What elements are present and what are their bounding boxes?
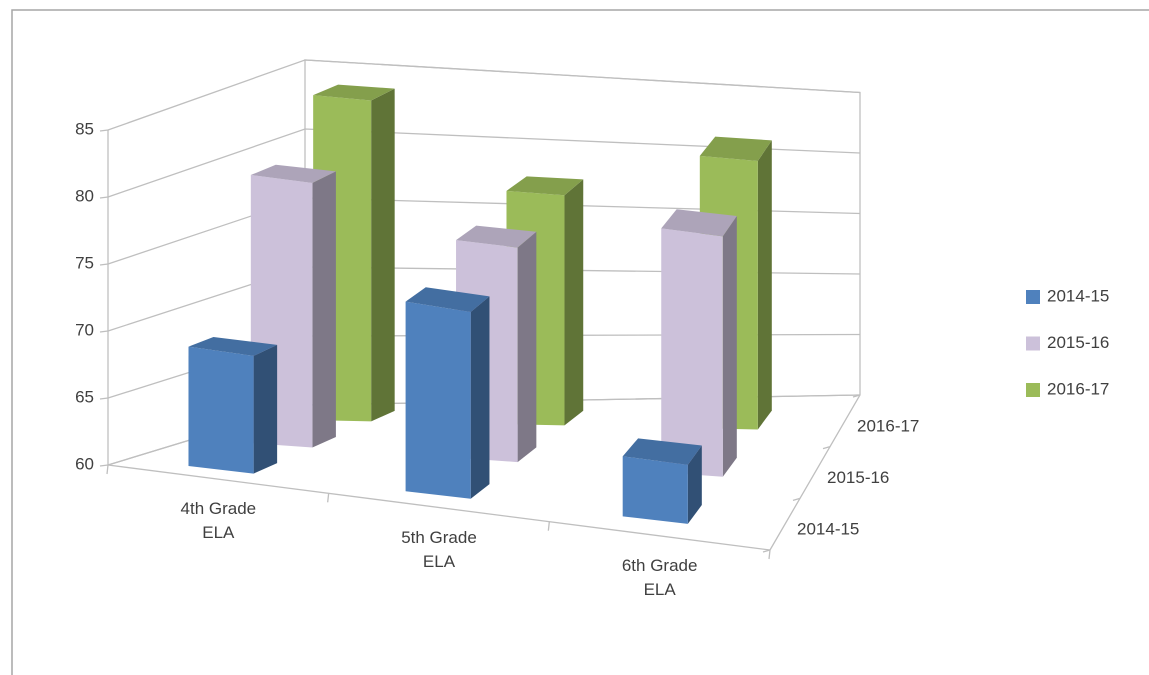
depth-tick (762, 549, 771, 553)
depth-tick (822, 446, 831, 450)
bar-side (517, 231, 537, 463)
depth-tick (852, 394, 861, 398)
depth-tick-label: 2016-17 (857, 416, 919, 435)
bar-side (564, 179, 584, 426)
bar-top (250, 164, 336, 184)
depth-tick-label: 2015-16 (827, 468, 889, 487)
bar (661, 209, 737, 477)
bar-top (661, 209, 737, 237)
bar-top (506, 176, 584, 196)
floor-front (107, 464, 771, 551)
legend-label: 2014-15 (1047, 286, 1109, 305)
bar-side (312, 171, 336, 448)
bar (405, 287, 490, 499)
grid-line (107, 59, 861, 131)
y-tick-label: 75 (75, 253, 94, 272)
bar-top (313, 84, 395, 101)
bar (622, 438, 702, 524)
y-tick (99, 464, 109, 467)
y-tick-label: 70 (75, 320, 94, 339)
bar-top (622, 438, 702, 465)
legend-swatch (1026, 336, 1040, 351)
legend-swatch (1026, 290, 1040, 304)
bar-front (622, 456, 688, 524)
bar (188, 336, 278, 474)
bar-side (687, 445, 702, 524)
legend-label: 2016-17 (1047, 379, 1109, 398)
y-tick-label: 85 (75, 119, 94, 138)
y-tick (99, 330, 109, 333)
depth-tick (792, 497, 801, 501)
x-tick (768, 549, 771, 560)
x-tick-label: 6th Grade ELA (621, 555, 698, 599)
bar-side (757, 140, 772, 430)
bar-front (661, 228, 723, 477)
x-tick (327, 493, 330, 503)
bar-top (188, 336, 278, 356)
grid-line (107, 128, 861, 198)
x-tick (547, 521, 550, 531)
bar-side (253, 344, 278, 474)
x-tick-label: 5th Grade ELA (401, 527, 477, 571)
bar-front (188, 346, 254, 474)
bar-front (405, 301, 471, 499)
y-tick-label: 60 (75, 454, 94, 473)
y-tick (99, 397, 109, 400)
y-tick (99, 129, 109, 132)
bar-side (470, 296, 490, 499)
bar-side (371, 88, 395, 422)
legend-swatch (1026, 383, 1040, 397)
y-tick-label: 65 (75, 387, 94, 406)
y-tick (99, 196, 109, 199)
x-tick (106, 464, 109, 475)
y-tick-label: 80 (75, 186, 94, 205)
bar-side (722, 216, 737, 477)
bar-top (456, 225, 537, 248)
y-tick (99, 263, 109, 266)
depth-tick-label: 2014-15 (797, 520, 859, 539)
x-tick-label: 4th Grade ELA (180, 499, 257, 543)
bar-top (699, 136, 772, 161)
legend-label: 2015-16 (1047, 333, 1109, 352)
bar-top (405, 287, 490, 313)
frame (11, 9, 1149, 675)
